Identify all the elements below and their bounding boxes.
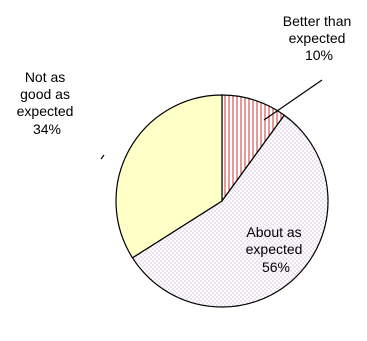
slice-about-as-expected (131, 114, 329, 308)
label-better-than-expected: Better than expected 10% (283, 13, 355, 63)
leader-line-not-as-good (100, 154, 105, 160)
label-about-as-expected: About as expected 56% (246, 224, 307, 275)
label-not-as-good-as-expected: Not as good as expected 34% (17, 69, 78, 137)
slice-not-as-good-as-expected (115, 94, 223, 259)
leader-line-better (263, 79, 323, 121)
